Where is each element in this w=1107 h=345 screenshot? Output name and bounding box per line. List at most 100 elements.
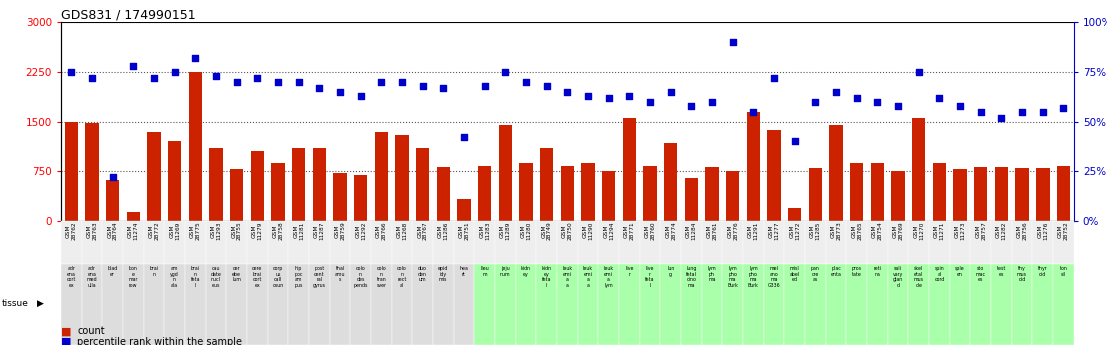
Text: pros
tate: pros tate [851, 266, 861, 277]
Bar [536, 221, 557, 264]
Text: GSM
28769: GSM 28769 [892, 222, 903, 240]
Bar [929, 221, 950, 264]
Bar [805, 264, 826, 345]
Bar [850, 163, 863, 221]
Text: count: count [77, 326, 105, 336]
Bar [809, 168, 823, 221]
Bar [164, 264, 185, 345]
Text: colo
n
tran
sver: colo n tran sver [376, 266, 386, 287]
Point [931, 95, 949, 101]
Bar [1012, 264, 1033, 345]
Bar [746, 112, 761, 221]
Text: GSM
28751: GSM 28751 [458, 222, 469, 240]
Point [166, 69, 184, 75]
Point [104, 175, 122, 180]
Bar [230, 169, 244, 221]
Text: ■: ■ [61, 337, 71, 345]
Text: GSM
11281: GSM 11281 [293, 222, 304, 240]
Point [352, 93, 370, 99]
Text: GSM
28760: GSM 28760 [644, 222, 655, 240]
Text: GSM
11292: GSM 11292 [355, 222, 366, 240]
Bar [743, 221, 764, 264]
Bar [619, 221, 640, 264]
Text: GSM
28755: GSM 28755 [231, 222, 242, 240]
Bar [826, 264, 847, 345]
Text: GSM
28756: GSM 28756 [1016, 222, 1027, 240]
Text: GSM
28764: GSM 28764 [107, 222, 118, 240]
Point [889, 103, 907, 108]
Bar [168, 141, 182, 221]
Text: sali
vary
glan
d: sali vary glan d [893, 266, 903, 287]
Bar [950, 264, 971, 345]
Bar [416, 148, 430, 221]
Bar [392, 221, 412, 264]
Text: GSM
11276: GSM 11276 [1037, 222, 1048, 240]
Bar [433, 221, 454, 264]
Bar [888, 264, 909, 345]
Bar [661, 264, 681, 345]
Bar [147, 131, 161, 221]
Bar [702, 264, 723, 345]
Bar [888, 221, 909, 264]
Text: GSM
11289: GSM 11289 [500, 222, 510, 240]
Text: GSM
11286: GSM 11286 [438, 222, 448, 240]
Bar [268, 221, 288, 264]
Bar [268, 264, 288, 345]
Bar [622, 118, 637, 221]
Bar [599, 264, 619, 345]
Text: GSM
11282: GSM 11282 [996, 222, 1007, 240]
Point [807, 99, 825, 105]
Text: GSM
11283: GSM 11283 [479, 222, 490, 240]
Bar [726, 170, 739, 221]
Text: colo
n
des
pends: colo n des pends [353, 266, 368, 287]
Bar [723, 221, 743, 264]
Bar [516, 264, 536, 345]
Bar [474, 264, 495, 345]
Bar [971, 221, 991, 264]
Bar [909, 264, 929, 345]
Text: adr
ena
med
ulla: adr ena med ulla [86, 266, 97, 287]
Bar [392, 264, 412, 345]
Text: pan
cre
as: pan cre as [811, 266, 820, 282]
Point [1013, 109, 1031, 115]
Bar [640, 264, 661, 345]
Text: GSM
28761: GSM 28761 [706, 222, 717, 240]
Text: live
r
feta
l: live r feta l [645, 266, 654, 287]
Text: GSM
28754: GSM 28754 [872, 222, 882, 240]
Bar [495, 221, 516, 264]
Text: GSM
11270: GSM 11270 [913, 222, 924, 240]
Bar [681, 264, 702, 345]
Bar [498, 125, 513, 221]
Bar [723, 264, 743, 345]
Bar [164, 221, 185, 264]
Text: GSM
28763: GSM 28763 [86, 222, 97, 240]
Text: GSM
11273: GSM 11273 [954, 222, 965, 240]
Text: GSM
28752: GSM 28752 [1058, 222, 1069, 240]
Point [372, 79, 390, 85]
Bar [805, 221, 826, 264]
Point [765, 75, 783, 81]
Text: hea
rt: hea rt [459, 266, 468, 277]
Point [393, 79, 411, 85]
Text: ton
sil: ton sil [1059, 266, 1067, 277]
Bar [188, 72, 201, 221]
Bar [309, 221, 330, 264]
Point [228, 79, 246, 85]
Bar [971, 264, 991, 345]
Text: GSM
11294: GSM 11294 [603, 222, 614, 240]
Bar [371, 264, 392, 345]
Bar [495, 264, 516, 345]
Point [248, 75, 266, 81]
Text: GSM
28773: GSM 28773 [830, 222, 841, 240]
Text: ▶: ▶ [37, 299, 43, 308]
Bar [1015, 168, 1028, 221]
Text: GSM
28775: GSM 28775 [189, 222, 200, 240]
Bar [743, 264, 764, 345]
Point [641, 99, 659, 105]
Point [83, 75, 101, 81]
Point [414, 83, 432, 89]
Text: epid
idy
mis: epid idy mis [438, 266, 448, 282]
Point [724, 39, 742, 45]
Bar [433, 264, 454, 345]
Bar [106, 180, 120, 221]
